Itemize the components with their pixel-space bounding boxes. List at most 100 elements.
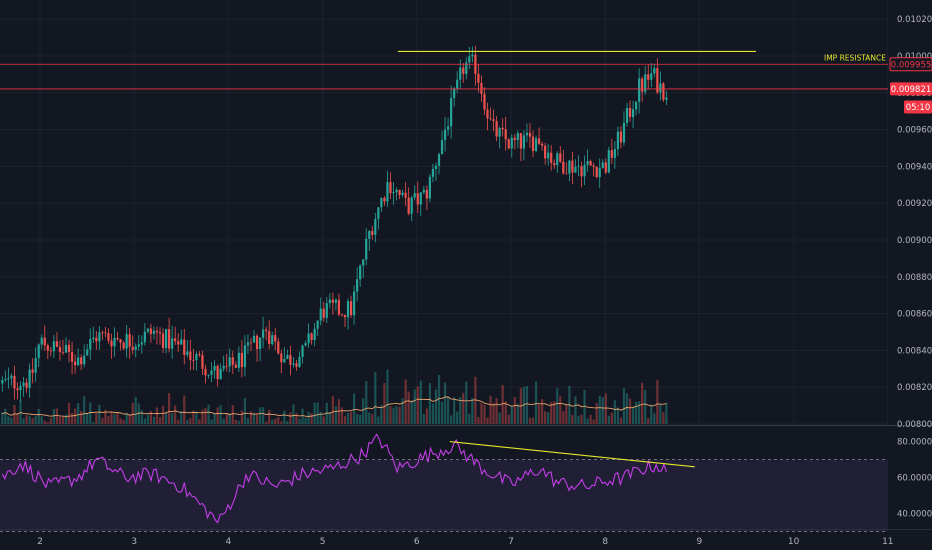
volume-bar <box>544 411 547 424</box>
volume-bar <box>653 413 656 424</box>
volume-bar <box>453 397 456 424</box>
volume-bar <box>483 404 486 424</box>
volume-bar <box>31 418 34 424</box>
candle-body <box>528 132 532 137</box>
price-pane[interactable]: IMP RESISTANCE <box>0 0 889 425</box>
volume-bar <box>280 421 283 424</box>
volume-bar <box>143 418 146 424</box>
candle-body <box>307 333 310 344</box>
volume-bar <box>177 419 180 424</box>
candle-body <box>328 299 331 304</box>
volume-bar <box>195 411 198 424</box>
candle-body <box>286 354 289 359</box>
volume-bar <box>356 413 359 424</box>
candle-body <box>258 337 262 350</box>
volume-bar <box>64 414 68 424</box>
volume-bar <box>656 380 659 424</box>
candle-body <box>283 358 286 363</box>
volume-bar <box>598 395 601 424</box>
volume-bar <box>374 372 377 424</box>
candles <box>1 45 668 402</box>
volume-bar <box>198 419 201 424</box>
volume-bar <box>647 418 650 424</box>
volume-bar <box>368 412 371 424</box>
candle-body <box>16 388 19 391</box>
volume-bar <box>271 419 274 424</box>
volume-bar <box>180 411 183 424</box>
volume-bar <box>359 414 362 424</box>
volume-bar <box>446 396 450 424</box>
volume-bar <box>395 405 398 424</box>
volume-bar <box>425 408 428 424</box>
candle-body <box>507 139 510 149</box>
volume-bar <box>101 418 104 424</box>
candle-body <box>568 160 571 174</box>
candle-body <box>213 365 216 371</box>
volume-bar <box>513 396 516 424</box>
price-axis[interactable]: 0.0102000.0100000.0098000.0096000.009400… <box>889 15 932 430</box>
volume-bar <box>577 415 580 424</box>
volume-bar <box>498 412 501 424</box>
candle-body <box>592 165 595 168</box>
time-axis-label: 3 <box>131 537 137 547</box>
volume-bar <box>146 414 149 424</box>
volume-bar <box>638 401 641 424</box>
volume-bar <box>125 412 128 424</box>
candle-body <box>362 259 365 266</box>
volume-bar <box>331 396 334 424</box>
volume-bar <box>443 382 447 424</box>
candle-body <box>134 346 137 350</box>
volume-bar <box>407 391 410 424</box>
candle-body <box>125 334 128 349</box>
time-axis[interactable]: 2 3 4 5 6 7 8 9 10 11 <box>0 529 932 548</box>
volume-bar <box>304 417 307 424</box>
candle-body <box>450 98 453 127</box>
volume-bar <box>662 412 665 424</box>
volume-bar <box>307 411 310 424</box>
candle-body <box>595 167 598 178</box>
volume-bar <box>164 412 168 424</box>
candle-body <box>562 161 565 174</box>
price-grid <box>0 0 889 425</box>
volume-bar <box>225 413 228 424</box>
volume-bar <box>92 422 95 424</box>
candle-body <box>119 339 122 343</box>
price-badge: 0.009955 <box>889 57 932 72</box>
candle-body <box>443 129 447 140</box>
candle-body <box>80 357 83 365</box>
volume-bar <box>565 404 568 424</box>
rsi-pane[interactable] <box>0 433 888 532</box>
volume-bar <box>495 398 498 424</box>
volume-bar <box>440 401 444 424</box>
candle-body <box>653 68 656 74</box>
volume-bar <box>471 397 474 424</box>
candle-body <box>628 107 632 118</box>
candle-body <box>650 73 653 80</box>
volume-bar <box>589 414 592 424</box>
candle-body <box>110 340 113 347</box>
volume-bar <box>140 410 143 424</box>
candle-body <box>513 137 516 141</box>
candle-body <box>644 74 647 92</box>
candle-body <box>356 279 359 292</box>
volume-bar <box>631 406 635 424</box>
svg-text:0.009955: 0.009955 <box>891 60 932 70</box>
candle-body <box>61 352 65 353</box>
candle-body <box>201 355 204 369</box>
volume-bar <box>243 398 247 424</box>
volume-bar <box>450 415 453 424</box>
candle-body <box>189 351 192 360</box>
candle-body <box>331 299 334 303</box>
rsi-divergence-trendline[interactable] <box>449 441 695 468</box>
volume-bar <box>228 413 231 424</box>
candle-body <box>659 83 662 93</box>
candle-body <box>625 107 629 123</box>
volume-bar <box>619 417 623 424</box>
candle-body <box>31 369 34 373</box>
volume-bar <box>237 420 240 424</box>
volume-bar <box>207 404 210 424</box>
volume-bar <box>592 419 595 424</box>
candle-body <box>607 150 610 173</box>
candle-body <box>161 333 165 348</box>
candle-body <box>86 349 89 356</box>
